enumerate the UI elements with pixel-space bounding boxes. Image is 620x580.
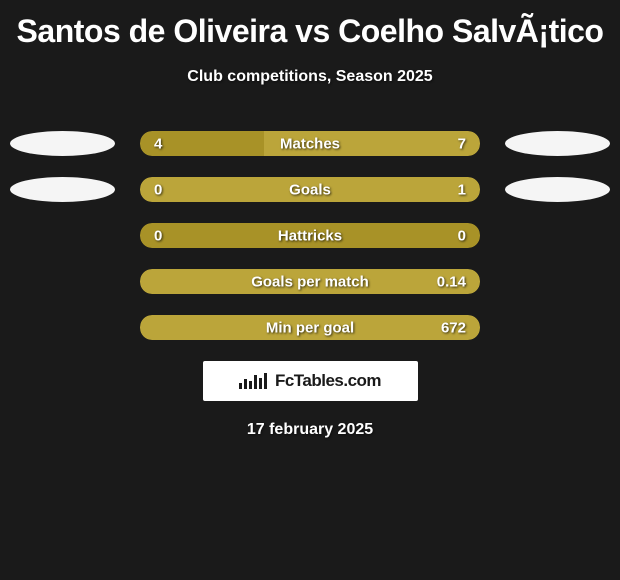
date-text: 17 february 2025 <box>0 421 620 439</box>
stat-bar: Min per goal 672 <box>140 315 480 340</box>
player2-photo <box>505 131 610 156</box>
stat-value-left: 0 <box>154 227 162 244</box>
subtitle: Club competitions, Season 2025 <box>0 68 620 86</box>
stat-value-right: 672 <box>441 319 466 336</box>
logo-box[interactable]: FcTables.com <box>203 361 418 401</box>
logo-bars-icon <box>239 373 269 389</box>
stat-label: Hattricks <box>278 227 342 244</box>
stat-row: Goals per match 0.14 <box>0 269 620 294</box>
stat-value-left: 4 <box>154 135 162 152</box>
stat-bar: Goals per match 0.14 <box>140 269 480 294</box>
stat-label: Goals per match <box>251 273 369 290</box>
comparison-container: Santos de Oliveira vs Coelho SalvÃ¡tico … <box>0 0 620 444</box>
stat-label: Goals <box>289 181 331 198</box>
stat-bar: 4 Matches 7 <box>140 131 480 156</box>
stat-value-right: 0.14 <box>437 273 466 290</box>
stat-value-right: 0 <box>458 227 466 244</box>
stat-value-right: 1 <box>458 181 466 198</box>
stat-row: Min per goal 672 <box>0 315 620 340</box>
stat-bar: 0 Goals 1 <box>140 177 480 202</box>
player1-photo <box>10 131 115 156</box>
stat-row: 4 Matches 7 <box>0 131 620 156</box>
stat-bar: 0 Hattricks 0 <box>140 223 480 248</box>
stat-value-left: 0 <box>154 181 162 198</box>
stat-label: Matches <box>280 135 340 152</box>
stat-row: 0 Goals 1 <box>0 177 620 202</box>
logo-text: FcTables.com <box>275 371 381 391</box>
player1-photo <box>10 177 115 202</box>
stat-row: 0 Hattricks 0 <box>0 223 620 248</box>
stat-value-right: 7 <box>458 135 466 152</box>
player2-photo <box>505 177 610 202</box>
stat-label: Min per goal <box>266 319 354 336</box>
page-title: Santos de Oliveira vs Coelho SalvÃ¡tico <box>0 13 620 50</box>
stats-rows: 4 Matches 7 0 Goals 1 0 Hattricks 0 Goals per mat… <box>0 131 620 340</box>
